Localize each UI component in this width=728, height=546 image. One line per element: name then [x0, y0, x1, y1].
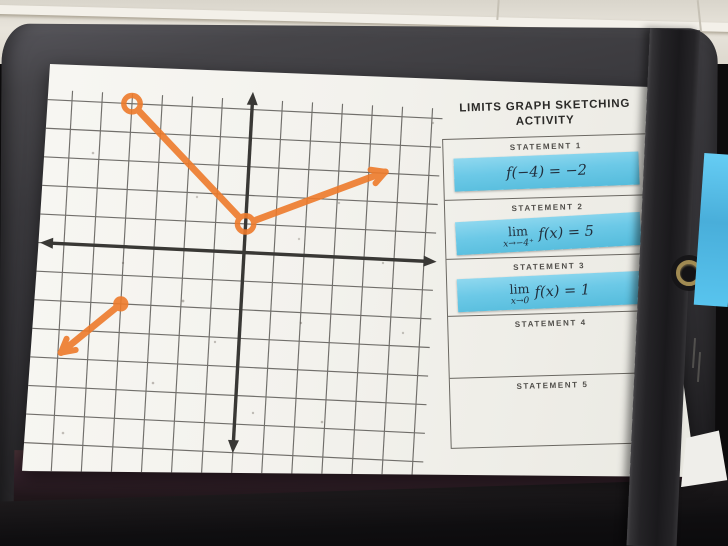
function-piece	[136, 108, 242, 220]
grid-line	[200, 98, 224, 477]
paper-speckles	[0, 0, 2, 2]
y-axis-line	[231, 100, 255, 445]
x-axis-arrowhead	[423, 255, 437, 267]
math-expression: f(x) = 1	[534, 282, 591, 301]
grid-line	[22, 441, 424, 463]
statement-row: STATEMENT 4	[448, 310, 655, 379]
statement-row: STATEMENT 3 lim x→0 f(x) = 1	[446, 253, 653, 317]
grid-line	[26, 270, 433, 291]
grid-line	[31, 184, 438, 206]
graph-root	[22, 89, 443, 477]
grid-line	[22, 413, 425, 434]
statements-panel: LIMITS GRAPH SKETCHING ACTIVITY STATEMEN…	[441, 94, 658, 450]
grid-line	[35, 98, 443, 120]
lim-word: lim	[507, 223, 529, 240]
grid-line	[260, 100, 284, 477]
grid-line	[290, 102, 314, 477]
limit-notation: lim x→−4⁺	[502, 223, 535, 250]
open-circle-marker	[121, 92, 143, 115]
grid-line	[34, 127, 441, 148]
piecewise-function	[57, 92, 389, 357]
grid-line	[410, 108, 434, 477]
grid-line	[22, 355, 429, 377]
grid-line	[22, 384, 427, 406]
grid-line	[50, 90, 74, 477]
function-piece	[57, 300, 125, 357]
grid-line	[22, 470, 422, 477]
x-axis-arrowhead	[40, 237, 54, 249]
statement-row: STATEMENT 1 f(−4) = −2	[443, 135, 650, 201]
statement-label: STATEMENT 5	[516, 380, 589, 392]
limit-approach: x→0	[510, 296, 530, 307]
statement-row: STATEMENT 5	[449, 372, 657, 449]
hand-drawn-arrowhead	[57, 335, 79, 356]
limit-approach: x→−4⁺	[503, 237, 535, 250]
grid-line	[140, 95, 164, 477]
coordinate-grid	[22, 89, 443, 477]
grid-line	[22, 89, 44, 477]
math-expression: f(x) = 5	[537, 223, 595, 243]
open-circle-marker	[234, 212, 257, 235]
math-expression: f(−4) = −2	[505, 162, 588, 182]
y-axis-arrowhead	[246, 91, 258, 106]
grid-line	[320, 103, 344, 477]
grid-line	[29, 212, 437, 234]
x-axis	[40, 237, 437, 267]
grid-line	[110, 93, 134, 477]
worksheet-title: LIMITS GRAPH SKETCHING ACTIVITY	[441, 94, 649, 132]
statement-card: lim x→−4⁺ f(x) = 5	[455, 212, 642, 256]
y-axis-arrowhead	[228, 439, 239, 454]
statement-label: STATEMENT 4	[514, 318, 587, 330]
x-axis-line	[48, 241, 428, 264]
grid-line	[380, 106, 404, 477]
lim-word: lim	[509, 281, 530, 298]
grid-line	[350, 105, 374, 477]
hand-drawn-arrowhead	[367, 166, 389, 187]
statement-card: lim x→0 f(x) = 1	[456, 271, 644, 313]
y-axis	[228, 91, 258, 454]
limit-notation: lim x→0	[509, 281, 530, 307]
grid-line	[80, 92, 104, 477]
statements-table: STATEMENT 1 f(−4) = −2 STATEMENT 2 lim x→−4⁺…	[442, 133, 658, 450]
grid-line	[24, 298, 432, 320]
statement-row: STATEMENT 2 lim x→−4⁺ f(x) = 5	[444, 194, 652, 260]
statement-card: f(−4) = −2	[453, 151, 640, 192]
function-piece	[252, 168, 389, 224]
closed-point-marker	[113, 296, 129, 312]
